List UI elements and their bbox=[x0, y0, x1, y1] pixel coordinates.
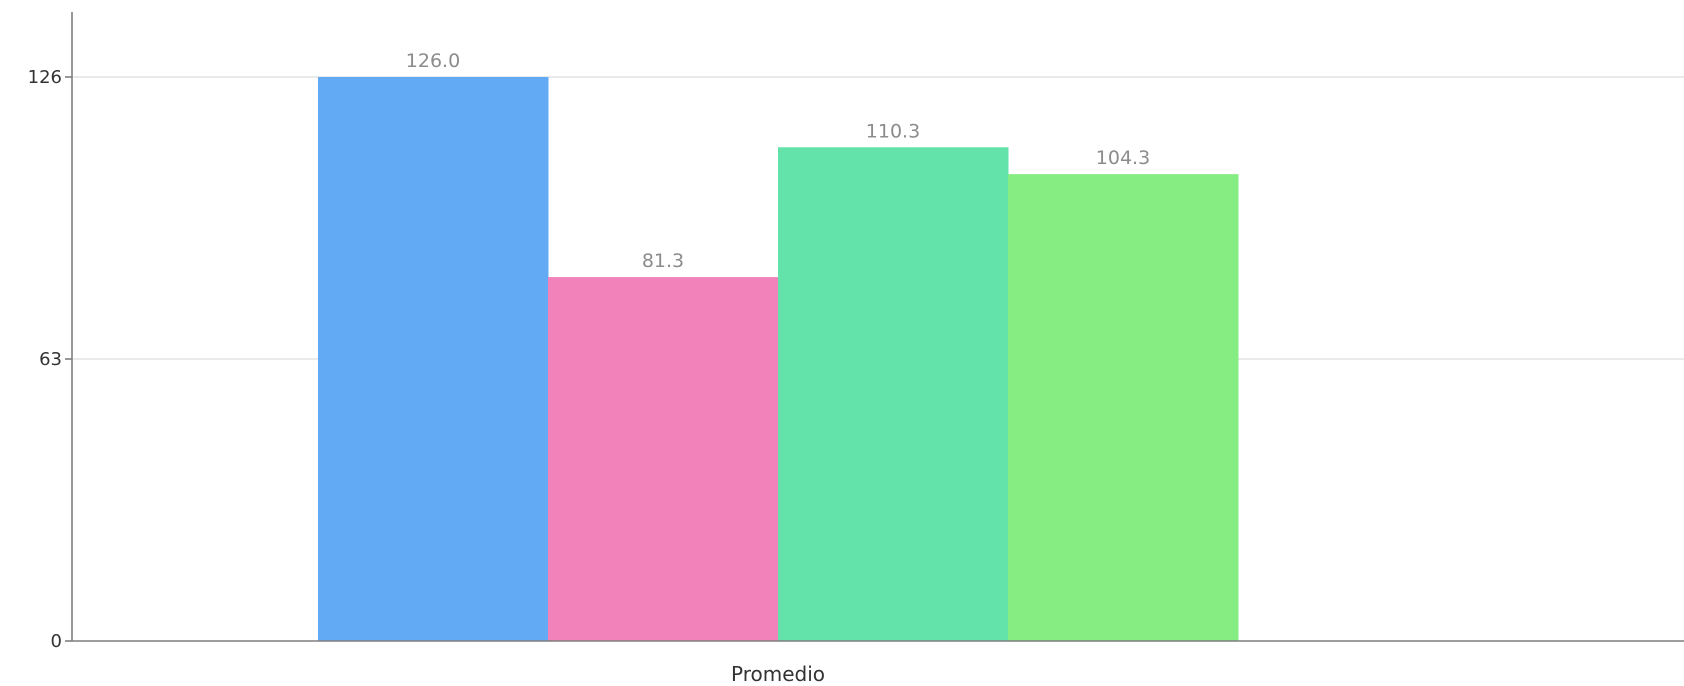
bar bbox=[1008, 174, 1239, 641]
data-label: 104.3 bbox=[1096, 147, 1150, 169]
y-tick-label: 0 bbox=[51, 631, 62, 652]
axes bbox=[65, 12, 1684, 642]
labels: 0 63 126 126.0 81.3 110.3 104.3 Promedio bbox=[28, 50, 1151, 686]
y-tick-label: 126 bbox=[28, 67, 62, 88]
bar bbox=[548, 277, 779, 641]
data-label: 81.3 bbox=[642, 250, 684, 272]
data-label: 110.3 bbox=[866, 120, 920, 142]
x-category-label: Promedio bbox=[731, 662, 825, 686]
data-label: 126.0 bbox=[406, 50, 460, 72]
y-tick-label: 63 bbox=[39, 349, 62, 370]
bar bbox=[778, 147, 1009, 641]
bar bbox=[318, 77, 549, 641]
bars bbox=[318, 77, 1239, 641]
